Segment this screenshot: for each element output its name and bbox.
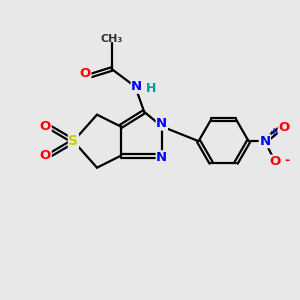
Text: O: O [278, 122, 290, 134]
Text: H: H [146, 82, 157, 95]
Text: N: N [156, 117, 167, 130]
Text: -: - [284, 154, 290, 167]
Text: CH₃: CH₃ [100, 34, 123, 44]
Text: O: O [269, 155, 281, 168]
Text: O: O [80, 67, 91, 80]
Text: O: O [40, 120, 51, 133]
Text: O: O [40, 149, 51, 162]
Text: +: + [270, 127, 278, 137]
Text: S: S [68, 134, 78, 148]
Text: N: N [131, 80, 142, 93]
Text: N: N [156, 151, 167, 164]
Text: N: N [259, 135, 270, 148]
